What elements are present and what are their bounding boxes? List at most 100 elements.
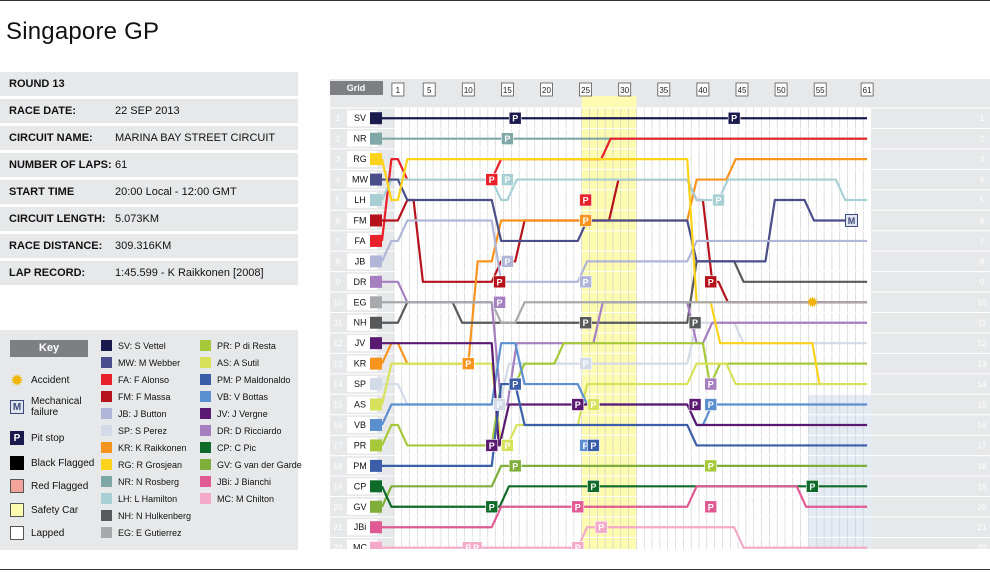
pit-stop-marker	[712, 193, 725, 207]
info-label: CIRCUIT LENGTH:	[9, 213, 106, 225]
info-label: RACE DATE:	[9, 105, 77, 117]
lap-tick-box	[422, 82, 436, 97]
pit-stop-marker	[501, 439, 514, 452]
grid-driver-swatch	[370, 378, 382, 391]
legend-driver: MC: M Chilton	[200, 493, 274, 504]
driver-label: JB: J Button	[118, 408, 167, 419]
driver-swatch	[200, 340, 211, 351]
position-number-left: 12	[334, 339, 343, 348]
position-number-right: 15	[978, 401, 987, 410]
grid-driver-code: PR	[354, 440, 367, 450]
grid-label-bg	[347, 335, 377, 352]
pit-stop-marker	[508, 459, 522, 473]
pit-stop-marker-label: P	[590, 482, 596, 492]
pit-stop-marker	[704, 500, 718, 514]
driver-swatch	[101, 510, 112, 521]
pit-stop-marker-label: P	[512, 114, 518, 124]
lap-tick-label: 55	[816, 86, 825, 95]
grid-driver-swatch	[370, 112, 382, 125]
grid-driver-swatch	[370, 337, 382, 350]
safety-car-icon	[10, 503, 24, 517]
legend-mechanical-failure: M Mechanical failure	[10, 396, 91, 418]
position-number-right: 21	[978, 523, 987, 532]
pit-stop-marker	[587, 398, 600, 411]
info-label: ROUND 13	[9, 78, 65, 90]
legend-driver: SP: S Perez	[101, 425, 167, 436]
legend-driver: VB: V Bottas	[200, 391, 268, 402]
grid-label-bg	[347, 232, 377, 249]
driver-label: LH: L Hamilton	[118, 493, 178, 504]
grid-label-bg	[347, 539, 377, 549]
legend-label: Lapped	[31, 527, 65, 539]
legend-safety-car: Safety Car	[10, 503, 78, 517]
pit-stop-marker-label: P	[716, 196, 722, 206]
legend-driver: FA: F Alonso	[101, 374, 169, 385]
pit-stop-marker-label: P	[692, 400, 698, 410]
position-number-left: 3	[336, 155, 341, 164]
series-line-lh	[381, 178, 868, 202]
pit-stop-marker-label: P	[512, 461, 518, 471]
driver-label: GV: G van der Garde	[217, 459, 302, 470]
red-flag-icon	[10, 479, 24, 493]
pit-stop-marker	[493, 295, 506, 309]
info-row: LAP RECORD: 1:45.599 - K Raikkonen [2008]	[0, 261, 298, 285]
lap-tick-box	[735, 82, 749, 97]
grid-label-bg	[347, 396, 377, 413]
pit-stop-marker	[688, 398, 702, 411]
grid-label-bg	[347, 416, 377, 433]
grid-driver-swatch	[370, 234, 382, 247]
driver-swatch	[200, 425, 211, 436]
grid-label-bg	[347, 110, 377, 127]
info-label: RACE DISTANCE:	[9, 240, 103, 252]
grid-driver-swatch	[370, 132, 382, 145]
pit-stop-marker-label: P	[497, 277, 503, 287]
info-row: CIRCUIT LENGTH: 5.073KM	[0, 207, 298, 231]
position-number-right: 19	[978, 482, 987, 491]
grid-driver-code: LH	[354, 195, 366, 205]
pit-stop-marker-label: P	[504, 257, 510, 267]
grid-driver-code: VB	[354, 420, 366, 430]
position-number-left: 20	[334, 503, 343, 512]
position-number-left: 22	[334, 544, 343, 549]
position-number-right: 11	[978, 319, 987, 328]
pit-stop-marker-label: P	[809, 482, 815, 492]
pit-stop-marker-label: P	[583, 216, 589, 226]
pit-stop-marker	[461, 357, 475, 370]
lapped-icon	[10, 526, 24, 540]
position-number-right: 12	[978, 339, 987, 348]
info-label: START TIME	[9, 186, 75, 198]
grid-label-bg	[347, 519, 377, 536]
grid-driver-swatch	[370, 459, 382, 472]
grid-label-bg	[347, 294, 377, 311]
pit-stop-marker-label: P	[489, 502, 495, 512]
legend-lapped: Lapped	[10, 526, 64, 540]
legend-driver: PR: P di Resta	[200, 340, 276, 351]
position-number-left: 8	[336, 257, 341, 266]
pit-stop-marker	[571, 541, 585, 549]
driver-swatch	[200, 391, 211, 402]
driver-swatch	[101, 408, 112, 419]
pit-stop-marker	[594, 520, 608, 534]
legend-driver: JV: J Vergne	[200, 408, 268, 419]
pit-stop-marker	[579, 316, 592, 330]
legend-driver: JBi: J Bianchi	[200, 476, 271, 487]
grid-driver-swatch	[370, 521, 382, 534]
position-number-right: 8	[980, 257, 985, 266]
grid-driver-swatch	[370, 214, 382, 227]
driver-label: PM: P Maldonaldo	[217, 374, 291, 385]
page-title: Singapore GP	[6, 18, 160, 45]
info-row: NUMBER OF LAPS: 61	[0, 153, 298, 177]
series-line-rg	[380, 158, 821, 386]
driver-swatch	[101, 493, 112, 504]
grid-label-bg	[347, 314, 377, 331]
series-line-jbi	[382, 485, 868, 529]
lap-tick-label: 25	[581, 86, 590, 95]
pit-stop-marker-label: P	[708, 400, 714, 410]
driver-swatch	[101, 476, 112, 487]
grid-driver-code: NH	[354, 318, 367, 328]
legend-label: Mechanical failure	[31, 396, 82, 418]
legend-driver: CP: C Pic	[200, 442, 256, 453]
grid-driver-swatch	[370, 439, 382, 452]
position-number-left: 2	[336, 135, 341, 144]
